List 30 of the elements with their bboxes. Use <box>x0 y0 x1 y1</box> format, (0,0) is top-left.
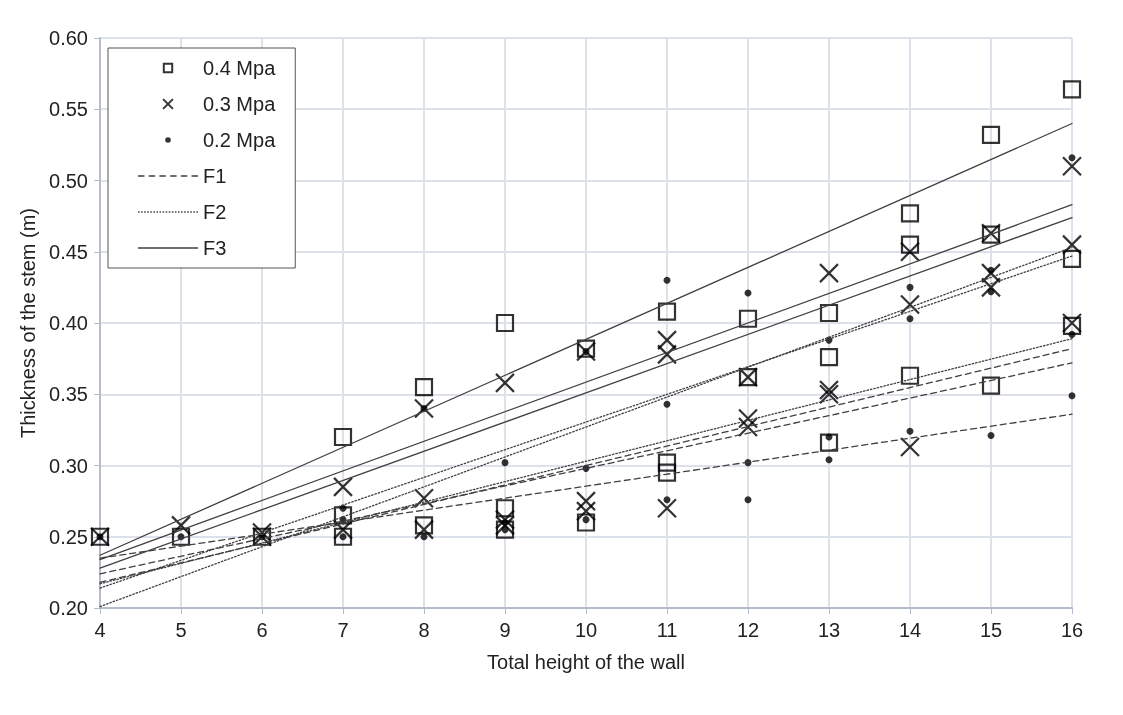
x-tick-label: 9 <box>499 619 511 641</box>
x-tick-label: 13 <box>817 619 841 641</box>
x-tick-label: 11 <box>656 619 678 641</box>
legend-label: F1 <box>203 165 227 187</box>
legend-label: F2 <box>203 201 227 223</box>
x-tick-label: 16 <box>1060 619 1084 641</box>
x-tick-label: 5 <box>175 619 187 641</box>
y-tick-label: 0.20 <box>49 597 88 619</box>
y-tick-label: 0.45 <box>49 240 88 263</box>
legend-label: 0.4 Mpa <box>203 57 277 79</box>
x-axis-title: Total height of the wall <box>487 651 685 673</box>
x-tick-label: 10 <box>574 619 598 641</box>
y-tick-label: 0.40 <box>49 312 88 334</box>
x-tick-label: 6 <box>256 619 268 641</box>
x-tick-label: 14 <box>898 619 922 641</box>
y-tick-label: 0.30 <box>49 454 88 477</box>
x-tick-label: 7 <box>337 619 349 641</box>
y-tick-label: 0.25 <box>49 525 88 548</box>
legend-label: 0.2 Mpa <box>203 129 277 151</box>
y-axis-title: Thickness of the stem (m) <box>17 207 39 439</box>
x-tick-label: 4 <box>94 619 106 641</box>
y-tick-label: 0.55 <box>49 98 88 121</box>
legend-label: 0.3 Mpa <box>203 93 277 115</box>
legend-label: F3 <box>203 237 227 259</box>
y-tick-label: 0.35 <box>49 383 88 406</box>
y-tick-label: 0.60 <box>49 27 88 49</box>
x-tick-label: 8 <box>418 619 430 641</box>
x-tick-label: 15 <box>979 619 1003 641</box>
x-tick-label: 12 <box>736 619 760 641</box>
y-tick-label: 0.50 <box>49 169 88 192</box>
